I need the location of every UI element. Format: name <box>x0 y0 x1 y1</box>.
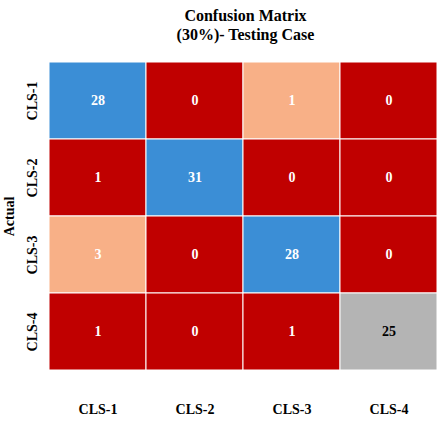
svg-text:31: 31 <box>188 170 202 185</box>
svg-text:CLS-4: CLS-4 <box>25 313 40 352</box>
svg-text:3: 3 <box>95 247 102 262</box>
svg-text:CLS-2: CLS-2 <box>25 159 40 198</box>
svg-text:CLS-4: CLS-4 <box>370 402 409 417</box>
svg-text:1: 1 <box>95 170 102 185</box>
svg-text:0: 0 <box>192 324 199 339</box>
svg-text:28: 28 <box>91 93 105 108</box>
svg-text:1: 1 <box>95 324 102 339</box>
svg-text:0: 0 <box>192 93 199 108</box>
svg-text:0: 0 <box>386 170 393 185</box>
svg-text:CLS-3: CLS-3 <box>25 236 40 275</box>
svg-text:CLS-3: CLS-3 <box>273 402 312 417</box>
svg-text:CLS-1: CLS-1 <box>79 402 118 417</box>
html-text:(30%)- Testing Case: (30%)- Testing Case <box>176 26 315 43</box>
svg-text:Actual: Actual <box>2 197 17 237</box>
svg-text:0: 0 <box>289 170 296 185</box>
svg-text:CLS-2: CLS-2 <box>176 402 215 417</box>
svg-text:CLS-1: CLS-1 <box>25 82 40 121</box>
svg-text:28: 28 <box>285 247 299 262</box>
svg-text:25: 25 <box>382 324 396 339</box>
svg-text:0: 0 <box>386 247 393 262</box>
svg-text:1: 1 <box>289 93 296 108</box>
html-text:Confusion Matrix: Confusion Matrix <box>184 7 307 24</box>
svg-text:0: 0 <box>192 247 199 262</box>
svg-text:1: 1 <box>289 324 296 339</box>
svg-text:0: 0 <box>386 93 393 108</box>
